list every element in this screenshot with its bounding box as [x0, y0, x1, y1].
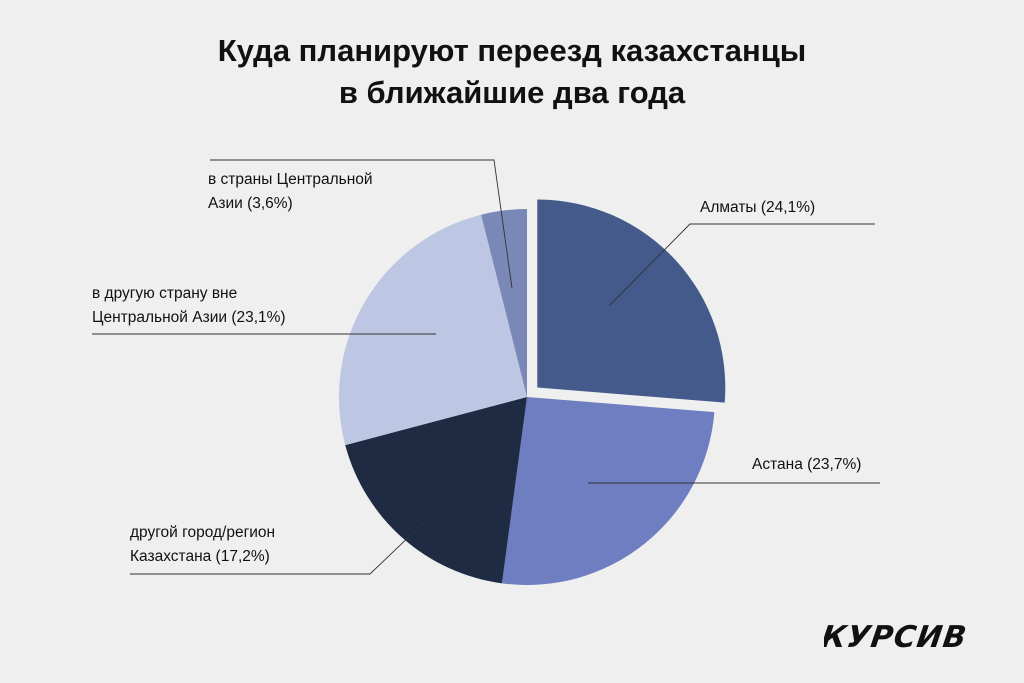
pie-slice-almaty: [537, 199, 726, 403]
chart-title-line-2: в ближайшие два года: [338, 75, 686, 110]
label-almaty-line-1: Алматы (24,1%): [700, 199, 816, 216]
label-central-asia-line-1: в страны Центральной: [208, 171, 373, 188]
pie-slice-astana: [501, 397, 715, 585]
pie-slice-outside-ca: [338, 214, 527, 446]
leader-line-central-asia: [210, 159, 513, 289]
label-central-asia-line-2: Азии (3,6%): [208, 195, 293, 212]
label-central-asia: в страны Центральной Азии (3,6%): [208, 168, 373, 216]
chart-title: Куда планируют переезд казахстанцы в бли…: [0, 30, 1024, 114]
label-astana: Астана (23,7%): [752, 453, 861, 477]
svg-text:КУРСИВ: КУРСИВ: [824, 620, 969, 653]
pie-slice-central-asia: [481, 209, 527, 397]
label-other-kz-line-2: Казахстана (17,2%): [130, 548, 270, 565]
label-outside-ca-line-1: в другую страну вне: [92, 285, 238, 302]
leader-line-almaty: [609, 223, 875, 306]
leader-line-other-kz: [130, 485, 463, 575]
label-astana-line-1: Астана (23,7%): [752, 456, 862, 473]
label-other-kz: другой город/регион Казахстана (17,2%): [130, 521, 275, 569]
label-almaty: Алматы (24,1%): [700, 196, 815, 220]
label-outside-ca-line-2: Центральной Азии (23,1%): [92, 309, 286, 326]
label-outside-ca: в другую страну вне Центральной Азии (23…: [92, 282, 286, 330]
label-other-kz-line-1: другой город/регион: [130, 524, 276, 541]
kursiv-logo: КУРСИВ: [824, 620, 969, 653]
pie-slice-other-kz: [345, 397, 527, 584]
chart-title-line-1: Куда планируют переезд казахстанцы: [217, 33, 807, 68]
